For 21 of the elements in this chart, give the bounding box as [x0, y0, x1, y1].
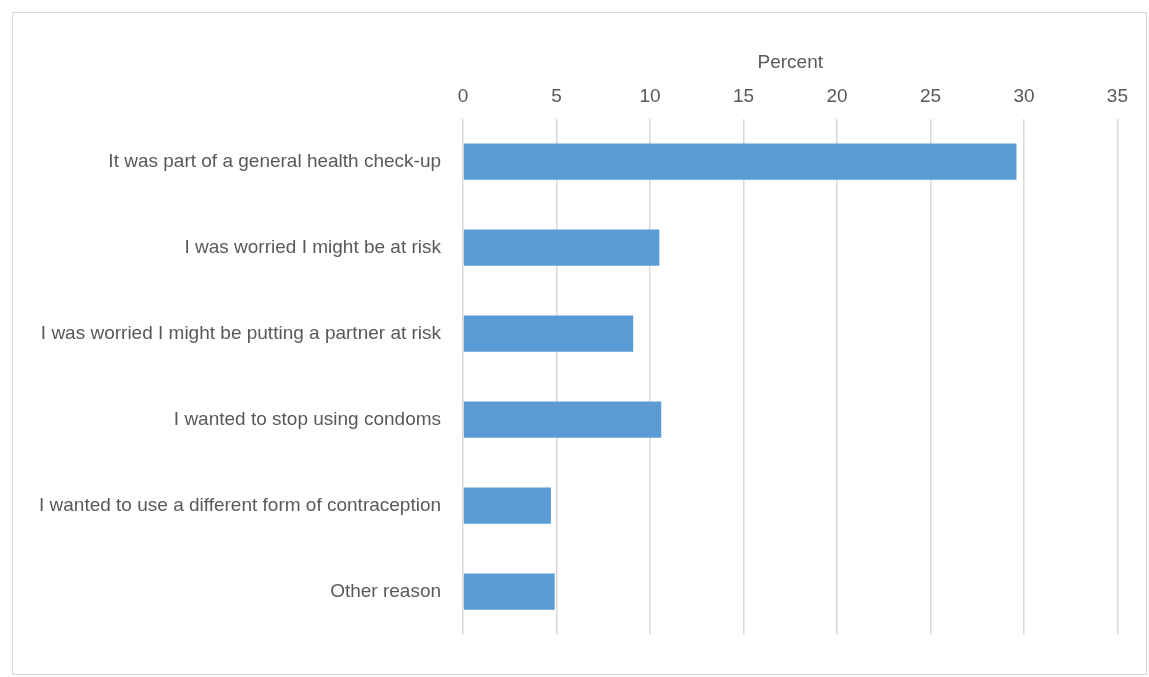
y-tick-label: I was worried I might be at risk [184, 235, 442, 257]
x-tick-label: 15 [732, 85, 755, 107]
x-tick-label: 10 [639, 85, 661, 107]
y-tick-label: It was part of a general health check-up [108, 149, 442, 171]
x-tick-label: 5 [551, 85, 562, 107]
y-tick-label: I wanted to use a different form of contraception [38, 493, 442, 515]
bar [463, 315, 634, 352]
y-tick-label: Other reason [330, 579, 442, 601]
x-axis-title: Percent [757, 50, 824, 72]
bar [463, 401, 662, 438]
bar [463, 487, 551, 524]
x-tick-label: 25 [919, 85, 942, 107]
x-tick-label: 30 [1013, 85, 1035, 107]
x-tick-label: 0 [457, 85, 469, 107]
x-tick-label: 35 [1106, 85, 1128, 107]
x-tick-label: 20 [826, 85, 848, 107]
bar [463, 573, 555, 610]
bar [463, 229, 660, 266]
y-tick-label: I was worried I might be putting a partner at risk [40, 321, 442, 343]
y-tick-label: I wanted to stop using condoms [173, 407, 442, 429]
bar [463, 143, 1017, 180]
